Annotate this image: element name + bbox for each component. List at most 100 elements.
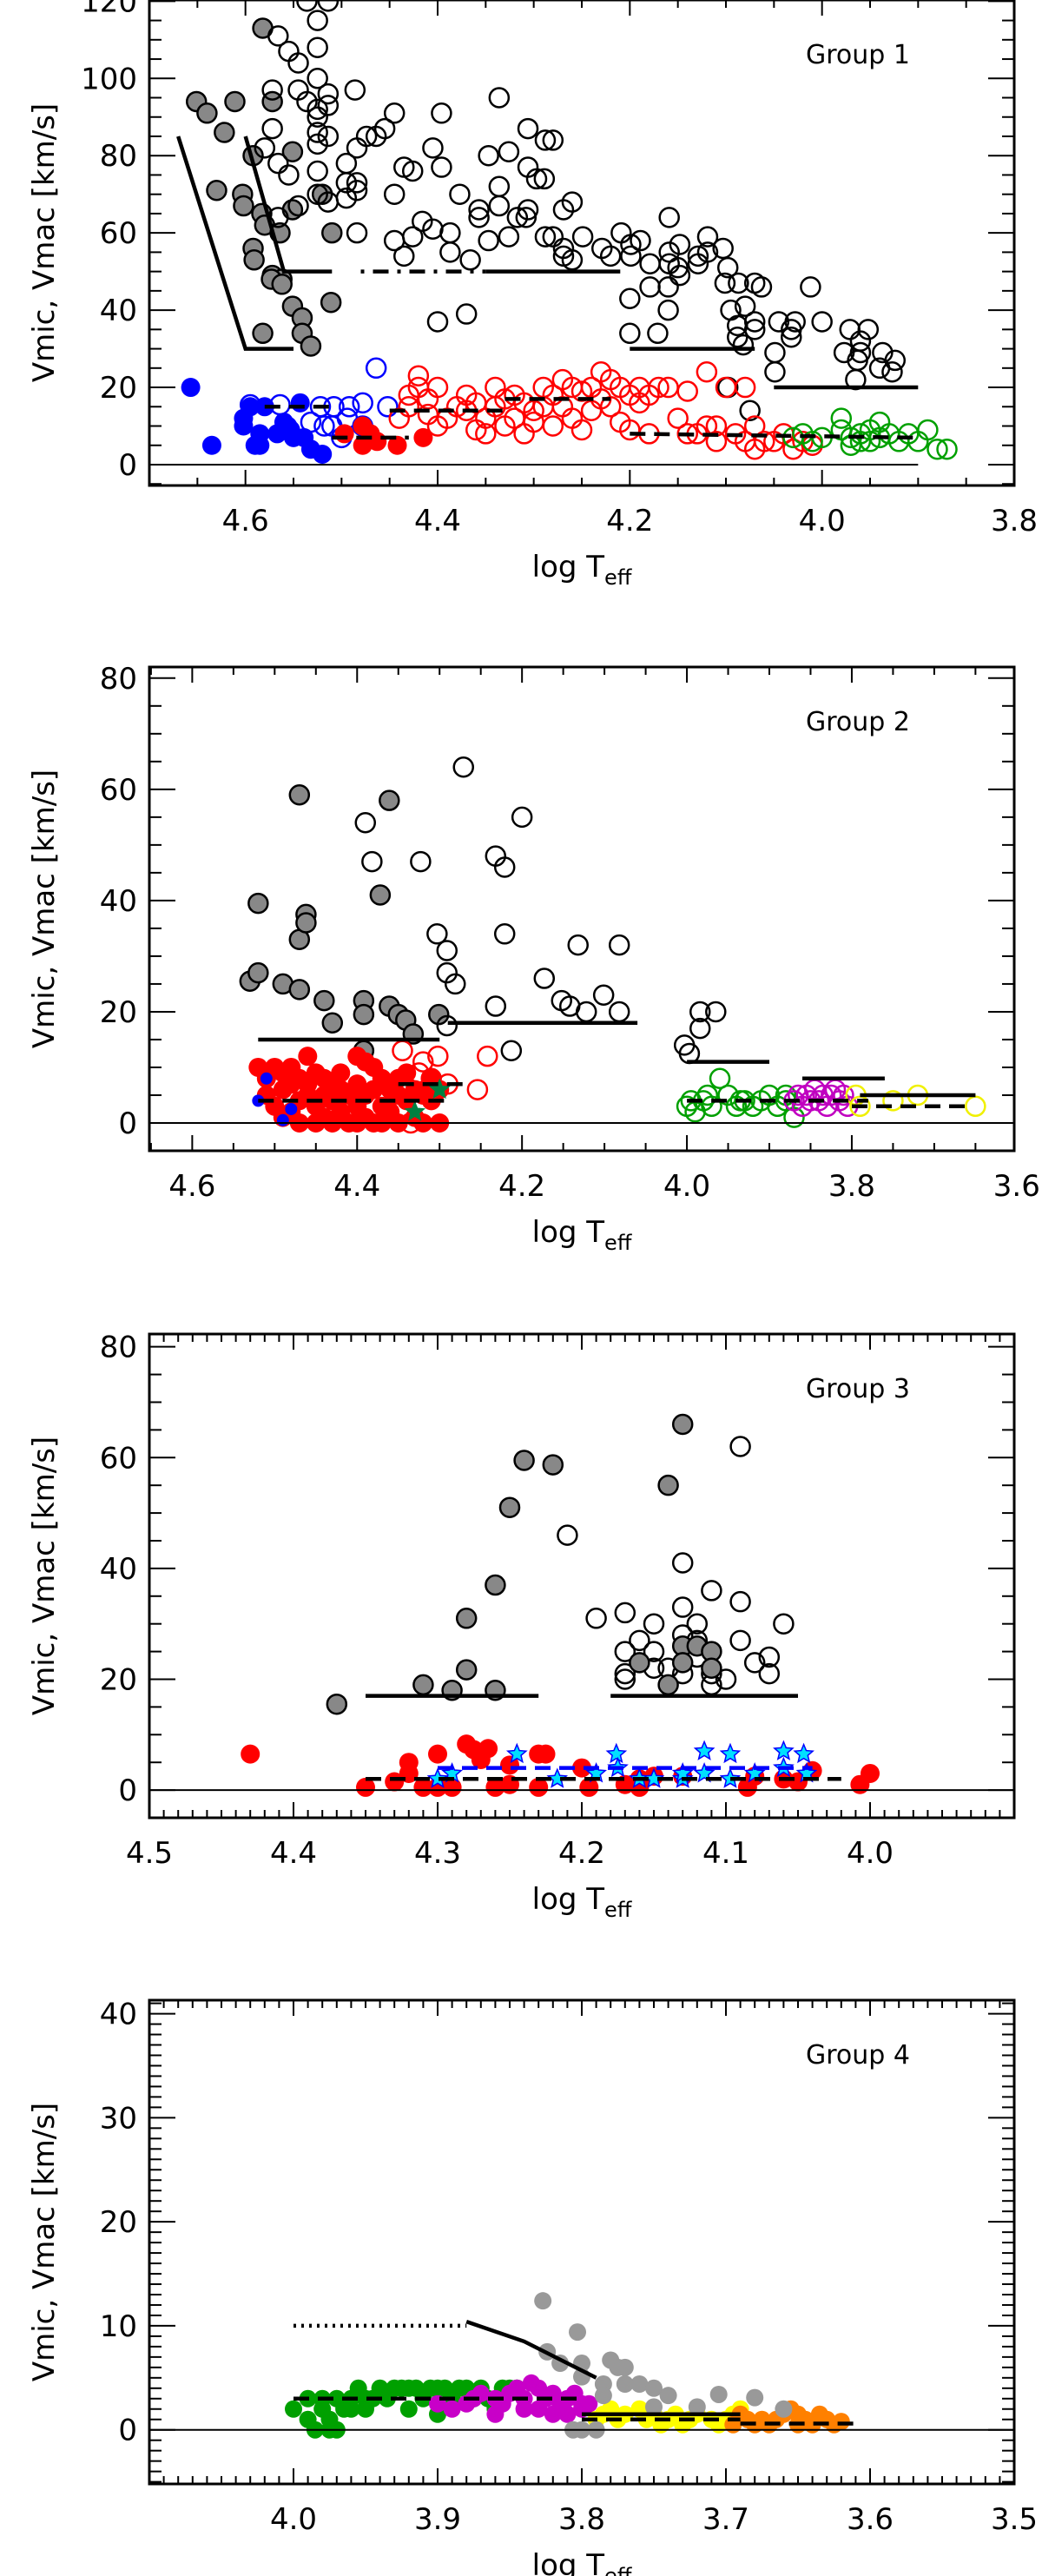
data-point <box>734 295 756 317</box>
data-point <box>278 164 300 186</box>
data-point <box>917 419 939 441</box>
data-point <box>436 1014 458 1037</box>
x-tick-label: 4.0 <box>663 1169 710 1204</box>
data-point <box>452 756 475 778</box>
data-point <box>206 179 228 201</box>
data-point <box>719 1742 742 1764</box>
data-point <box>764 361 786 383</box>
x-tick-label: 4.0 <box>847 1836 894 1871</box>
y-axis-label: Vmic, Vmac [km/s] <box>27 2103 62 2381</box>
x-axis-label-main: log T <box>532 550 605 585</box>
x-axis-label-subscript: eff <box>604 1231 632 1255</box>
y-tick-label: 60 <box>100 216 137 251</box>
data-point <box>498 141 520 163</box>
data-point <box>428 1744 447 1764</box>
chart-panel-4: 4.0 3.9 3.8 3.7 3.6 3.5 0 10 20 30 40 log Teff Vmic,… <box>27 1998 1038 2576</box>
data-point <box>657 299 679 321</box>
data-point <box>534 226 557 248</box>
data-point <box>709 1067 731 1090</box>
series-2 <box>254 0 907 421</box>
data-point <box>353 416 373 436</box>
data-point <box>445 973 466 995</box>
data-point <box>296 90 318 113</box>
data-point <box>575 1001 597 1023</box>
data-point <box>317 125 340 148</box>
x-tick-label: 3.9 <box>414 2502 461 2537</box>
data-point <box>671 1652 694 1674</box>
data-point <box>696 1084 719 1106</box>
x-tick-label: 4.0 <box>270 2502 317 2537</box>
data-point <box>488 175 511 198</box>
data-point <box>608 934 630 956</box>
data-point <box>657 1674 679 1696</box>
data-point <box>426 923 448 945</box>
data-point <box>561 249 584 271</box>
data-point <box>342 2400 360 2418</box>
data-point <box>671 1413 694 1436</box>
data-point <box>224 90 246 113</box>
data-point <box>498 1496 521 1518</box>
data-point <box>567 934 589 956</box>
data-point <box>927 438 948 460</box>
data-point <box>488 195 511 217</box>
data-point <box>859 431 881 452</box>
data-point <box>422 137 444 159</box>
data-point <box>614 1668 636 1690</box>
data-point <box>239 393 261 416</box>
y-tick-label: 40 <box>100 294 137 328</box>
data-point <box>290 393 310 413</box>
data-point <box>233 195 254 217</box>
series-7 <box>782 407 958 460</box>
data-point <box>408 1062 430 1084</box>
data-point <box>506 207 529 228</box>
data-point <box>619 322 641 345</box>
data-point <box>525 168 548 190</box>
data-point <box>498 226 520 248</box>
data-point <box>616 2375 634 2394</box>
data-point <box>614 1641 636 1662</box>
data-point <box>775 2400 793 2418</box>
data-point <box>861 1763 880 1783</box>
data-point <box>732 334 755 356</box>
y-tick-label: 40 <box>100 1998 137 2032</box>
data-point <box>800 276 821 298</box>
data-point <box>546 1767 569 1788</box>
y-tick-label: 80 <box>100 1331 137 1365</box>
data-point <box>331 1063 351 1083</box>
x-tick-label: 4.4 <box>270 1836 317 1871</box>
data-point <box>816 1095 838 1118</box>
x-tick-label: 4.2 <box>498 1169 545 1204</box>
data-point <box>830 407 853 429</box>
data-point <box>592 984 615 1006</box>
data-point <box>181 378 201 398</box>
y-tick-label: 100 <box>81 62 137 96</box>
data-point <box>669 234 691 255</box>
data-point <box>241 1744 260 1764</box>
data-point <box>428 1078 451 1100</box>
data-point <box>689 1001 711 1023</box>
group-label: Group 1 <box>806 40 910 70</box>
data-point <box>709 2385 728 2403</box>
data-point <box>354 812 377 834</box>
data-point <box>781 319 802 340</box>
data-point <box>247 961 269 984</box>
data-point <box>676 423 698 445</box>
data-point <box>383 102 406 124</box>
data-point <box>468 207 490 228</box>
data-point <box>307 160 328 182</box>
data-point <box>580 400 603 421</box>
series-5 <box>534 2292 793 2439</box>
data-point <box>570 419 593 441</box>
data-point <box>401 226 424 248</box>
data-point <box>278 40 300 63</box>
plot-area <box>149 0 958 466</box>
data-point <box>696 361 718 383</box>
data-point <box>488 87 511 109</box>
data-point <box>517 199 539 221</box>
data-point <box>475 423 497 445</box>
y-axis-label: Vmic, Vmac [km/s] <box>27 1437 62 1715</box>
data-point <box>459 249 481 271</box>
data-point <box>439 221 461 244</box>
data-point <box>667 256 689 279</box>
x-tick-label: 3.8 <box>991 504 1038 538</box>
